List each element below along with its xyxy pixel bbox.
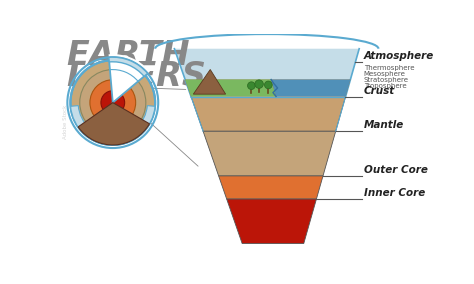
Polygon shape [191, 97, 346, 131]
Text: Mantle: Mantle [364, 120, 404, 130]
Polygon shape [185, 80, 350, 97]
Wedge shape [78, 103, 149, 145]
Polygon shape [219, 176, 323, 199]
Circle shape [90, 80, 136, 126]
Polygon shape [227, 199, 317, 243]
Circle shape [80, 70, 146, 136]
Text: Atmosphere: Atmosphere [364, 51, 434, 61]
Text: Stratosphere: Stratosphere [364, 77, 409, 83]
Circle shape [255, 80, 264, 88]
Text: Thermosphere: Thermosphere [364, 65, 414, 71]
Text: LAYERS: LAYERS [66, 60, 207, 93]
Polygon shape [203, 131, 336, 176]
Text: Mesosphere: Mesosphere [364, 71, 406, 77]
Polygon shape [174, 49, 359, 97]
Polygon shape [271, 80, 350, 97]
Text: EARTH: EARTH [66, 39, 190, 72]
Circle shape [101, 91, 125, 114]
Text: Adobe Stock: Adobe Stock [63, 105, 68, 139]
Circle shape [264, 81, 272, 89]
Text: Troposphere: Troposphere [364, 83, 406, 89]
Circle shape [71, 60, 155, 145]
Text: Inner Core: Inner Core [364, 188, 425, 198]
Wedge shape [109, 57, 147, 76]
Wedge shape [109, 54, 150, 103]
Text: Crust: Crust [364, 86, 395, 97]
Polygon shape [193, 70, 226, 94]
Circle shape [247, 82, 255, 89]
Wedge shape [71, 106, 155, 145]
Text: Outer Core: Outer Core [364, 165, 428, 175]
Polygon shape [185, 80, 276, 97]
